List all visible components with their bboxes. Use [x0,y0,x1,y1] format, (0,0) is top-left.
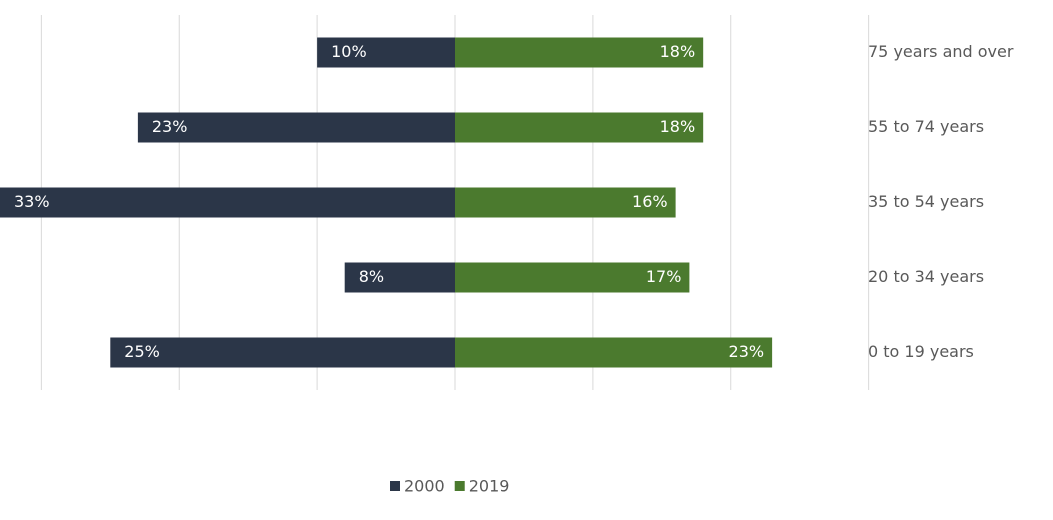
legend-swatch [454,481,465,491]
bar-label: 16% [632,192,668,211]
bar-label: 25% [124,342,160,361]
category-label: 55 to 74 years [868,117,984,136]
bar-label: 18% [660,117,696,136]
category-label: 20 to 34 years [868,267,984,286]
bar [344,262,455,293]
bar [455,262,690,293]
category-label: 0 to 19 years [868,342,974,361]
bar-label: 10% [331,42,367,61]
bar-label: 17% [646,267,682,286]
legend-swatch [390,481,400,491]
bar-label: 33% [14,192,50,211]
bar [455,37,704,68]
bar [455,112,704,143]
bar [455,337,773,368]
legend-label: 2019 [469,477,510,496]
bar [137,112,455,143]
legend-label: 2000 [404,477,445,496]
bar-label: 23% [152,117,188,136]
bar-label: 8% [359,267,384,286]
bar [317,37,455,68]
bar-label: 23% [729,342,765,361]
bar [0,187,455,218]
category-label: 75 years and over [868,42,1014,61]
bar [455,187,676,218]
bar [110,337,455,368]
bar-label: 18% [660,42,696,61]
category-label: 35 to 54 years [868,192,984,211]
